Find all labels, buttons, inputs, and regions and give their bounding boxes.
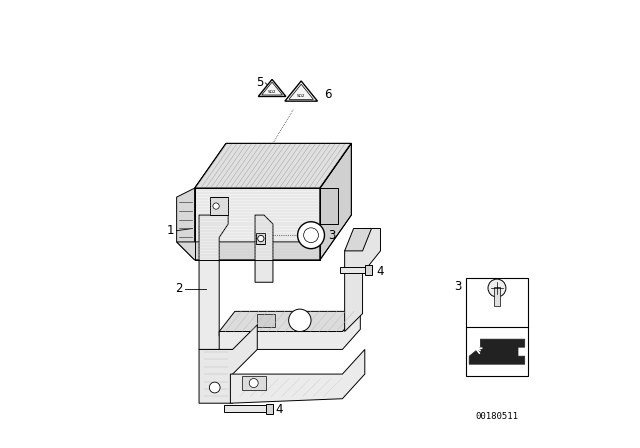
Text: 00180511: 00180511 bbox=[476, 412, 518, 421]
Text: 1: 1 bbox=[167, 224, 174, 237]
Circle shape bbox=[209, 382, 220, 393]
Polygon shape bbox=[195, 143, 351, 188]
Text: SΩ2: SΩ2 bbox=[297, 94, 305, 98]
Circle shape bbox=[213, 203, 220, 209]
Text: 3: 3 bbox=[454, 280, 461, 293]
Text: 6: 6 bbox=[324, 87, 332, 101]
Polygon shape bbox=[199, 325, 257, 403]
Polygon shape bbox=[177, 242, 320, 260]
Polygon shape bbox=[345, 228, 371, 251]
Polygon shape bbox=[177, 188, 195, 260]
Polygon shape bbox=[220, 311, 360, 349]
Bar bbox=[466, 278, 528, 376]
Circle shape bbox=[488, 279, 506, 297]
Polygon shape bbox=[255, 215, 273, 282]
Polygon shape bbox=[210, 197, 228, 215]
Polygon shape bbox=[285, 81, 317, 101]
Polygon shape bbox=[469, 339, 525, 364]
Polygon shape bbox=[259, 79, 286, 96]
Polygon shape bbox=[340, 267, 365, 273]
Polygon shape bbox=[365, 265, 371, 275]
Text: 3: 3 bbox=[328, 228, 335, 242]
Circle shape bbox=[289, 309, 311, 332]
Polygon shape bbox=[195, 188, 320, 260]
Polygon shape bbox=[266, 404, 273, 414]
Bar bbox=[494, 287, 500, 306]
Polygon shape bbox=[257, 233, 266, 244]
Text: 2: 2 bbox=[175, 282, 182, 296]
Polygon shape bbox=[320, 188, 338, 224]
Text: 4: 4 bbox=[275, 403, 283, 417]
Polygon shape bbox=[320, 143, 351, 260]
Polygon shape bbox=[220, 311, 360, 332]
Text: SΩ2: SΩ2 bbox=[268, 90, 276, 94]
Polygon shape bbox=[230, 349, 365, 403]
Polygon shape bbox=[257, 314, 275, 327]
Polygon shape bbox=[199, 202, 239, 349]
Circle shape bbox=[258, 236, 264, 242]
Circle shape bbox=[249, 379, 258, 388]
Text: 5: 5 bbox=[256, 76, 263, 90]
Polygon shape bbox=[224, 405, 266, 412]
Polygon shape bbox=[242, 376, 266, 390]
Polygon shape bbox=[345, 228, 380, 332]
Circle shape bbox=[298, 222, 324, 249]
Circle shape bbox=[303, 228, 319, 243]
Text: 4: 4 bbox=[376, 265, 383, 279]
